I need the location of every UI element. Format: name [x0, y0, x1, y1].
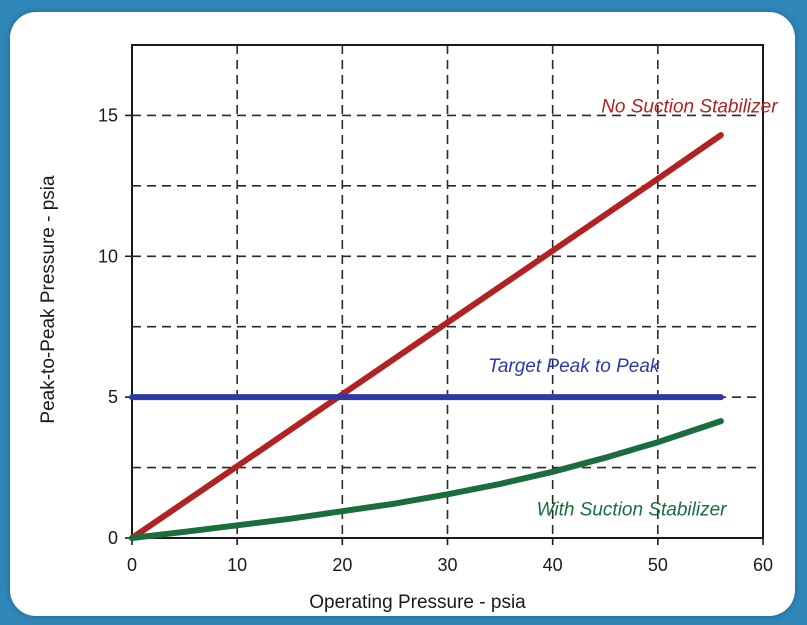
x-tick-label: 20	[332, 555, 352, 575]
y-tick-label: 0	[108, 528, 118, 548]
series-labels: No Suction Stabilizer Target Peak to Peak…	[488, 97, 778, 521]
y-tick-label: 15	[98, 105, 118, 125]
y-tick-label: 5	[108, 387, 118, 407]
series-label-0: No Suction Stabilizer	[601, 97, 778, 118]
x-tick-label: 60	[753, 555, 773, 575]
series-line-0	[129, 132, 724, 541]
y-tick-label: 10	[98, 246, 118, 266]
series-line-2	[129, 418, 724, 541]
x-tick-label: 0	[127, 555, 137, 575]
x-tick-label: 30	[437, 555, 457, 575]
series-label-2: With Suction Stabilizer	[537, 499, 728, 520]
axis-ticks: 0 10 20 30 40 50 60 0 5 10 15	[98, 105, 773, 575]
x-tick-label: 40	[543, 555, 563, 575]
series-lines	[129, 132, 724, 541]
x-tick-label: 50	[648, 555, 668, 575]
x-tick-label: 10	[227, 555, 247, 575]
y-axis-label: Peak-to-Peak Pressure - psia	[38, 175, 59, 424]
x-axis-label: Operating Pressure - psia	[309, 592, 526, 613]
series-label-1: Target Peak to Peak	[488, 356, 661, 377]
